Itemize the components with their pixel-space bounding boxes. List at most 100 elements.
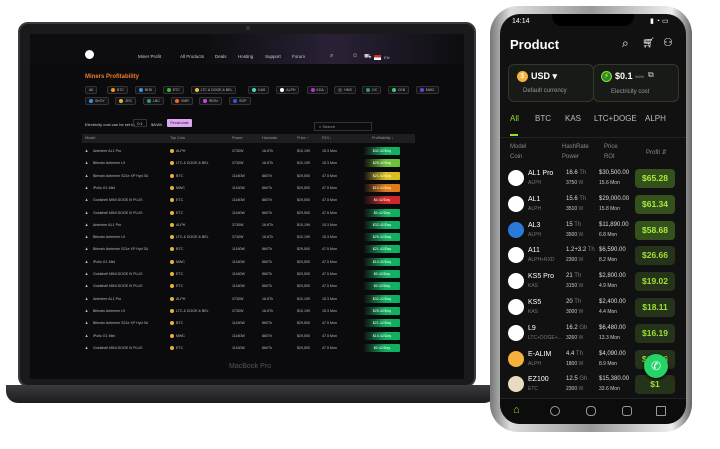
model-name[interactable]: Antminer AL1 Pro	[93, 222, 122, 227]
coin-filter-chip[interactable]: BTC	[106, 86, 128, 94]
table-row[interactable]: ♟ iPollo G1 Mini MWC 11160W 860Th $29,50…	[82, 182, 415, 194]
table-row[interactable]: ♟ Bitmain Antminer S21e XP Hyd 3U BTC 11…	[82, 317, 415, 329]
product-row[interactable]: AL1 Pro ALPH 16.6 Th 3750 W $30,500.00 1…	[500, 166, 686, 192]
edit-icon[interactable]: ⧉	[648, 70, 654, 79]
message-icon[interactable]	[622, 406, 632, 416]
coin-filter-chip[interactable]: CKB	[387, 86, 410, 94]
coin-filter-chip[interactable]: IRON	[198, 97, 222, 105]
user-icon[interactable]: ⚇	[663, 37, 673, 49]
model-name[interactable]: Bitmain Antminer S21e XP Hyd 3U	[93, 173, 149, 178]
column-header[interactable]: Model	[85, 136, 96, 140]
tab-kas[interactable]: KAS	[565, 114, 582, 123]
coin-filter-chip[interactable]: MWC	[415, 86, 439, 94]
col-profit-sort[interactable]: Profit ⇵	[646, 150, 667, 156]
user-icon[interactable]: ☺	[352, 53, 359, 59]
home-icon[interactable]: ⌂	[513, 404, 520, 416]
recalculate-button[interactable]: Recalculate	[167, 119, 192, 127]
product-row[interactable]: EZ100 ETC 12.5 Gh 2300 W $15,380.00 33.6…	[500, 372, 686, 398]
table-row[interactable]: ♟ Goldshell MINI DOGE III PLUS ETC 11160…	[82, 194, 415, 206]
nav-item[interactable]: Forum	[292, 54, 306, 59]
cart-icon[interactable]: 🛒︎	[642, 38, 655, 49]
nav-item[interactable]: Support	[265, 54, 281, 59]
coin-filter-chip[interactable]: KAS	[248, 86, 270, 94]
tab-alph[interactable]: ALPH	[645, 114, 666, 123]
model-name[interactable]: Goldshell MINI DOGE III PLUS	[93, 198, 143, 203]
cart-icon[interactable]: ⛟	[364, 54, 372, 60]
coin-filter-chip[interactable]: SOP	[229, 97, 251, 105]
model-name[interactable]: Antminer AL1 Pro	[93, 296, 122, 301]
bitcoin-icon[interactable]	[550, 406, 560, 416]
table-row[interactable]: ♟ Bitmain Antminer L9 LTC & DOGE & BEL 3…	[82, 231, 415, 243]
coin-filter-chip[interactable]: ETC	[162, 86, 184, 94]
column-header[interactable]: Profitability ↓	[372, 136, 394, 140]
model-name[interactable]: iPollo G1 Mini	[93, 259, 116, 264]
coin-filter-chip[interactable]: BHD	[134, 86, 157, 94]
coin-filter-chip[interactable]: SKOY	[85, 97, 109, 105]
search-icon[interactable]: ⌕	[330, 53, 334, 59]
calculator-icon[interactable]	[656, 406, 666, 416]
column-header[interactable]: ROI ↓	[322, 136, 332, 140]
product-row[interactable]: KS5 KAS 20 Th 3000 W $2,400.00 4.4 Mon $…	[500, 295, 686, 321]
model-name[interactable]: Goldshell MINI DOGE III PLUS	[93, 210, 143, 215]
coin-filter-chip[interactable]: XMR	[171, 97, 193, 105]
table-row[interactable]: ♟ Goldshell MINI DOGE III PLUS ETC 11160…	[82, 342, 415, 354]
table-row[interactable]: ♟ Bitmain Antminer L9 LTC & DOGE & BEL 3…	[82, 305, 415, 317]
whatsapp-button[interactable]: ✆	[644, 354, 668, 378]
column-header[interactable]: Power	[232, 136, 243, 140]
table-row[interactable]: ♟ Bitmain Antminer S21e XP Hyd 3U BTC 11…	[82, 243, 415, 255]
model-name[interactable]: Bitmain Antminer L9	[93, 235, 126, 240]
product-row[interactable]: AL1 ALPH 15.6 Th 3510 W $29,000.00 15.8 …	[500, 192, 686, 218]
chat-icon[interactable]	[586, 406, 596, 416]
table-row[interactable]: ♟ Bitmain Antminer S21e XP Hyd 3U BTC 11…	[82, 170, 415, 182]
product-row[interactable]: A11 ALPH+RXD 1.2+3.2 Th 2300 W $6,590.00…	[500, 243, 686, 269]
tab-btc[interactable]: BTC	[535, 114, 551, 123]
table-row[interactable]: ♟ iPollo G1 Mini MWC 11160W 860Th $29,50…	[82, 256, 415, 268]
search-input[interactable]: ⌕ Search	[314, 122, 372, 131]
model-name[interactable]: Goldshell MINI DOGE III PLUS	[93, 272, 143, 276]
search-icon[interactable]: ⌕	[622, 36, 629, 50]
column-header[interactable]: Hashrate	[262, 136, 278, 140]
model-name[interactable]: Bitmain Antminer S21e XP Hyd 3U	[93, 247, 149, 252]
product-row[interactable]: AL3 ALPH 15 Th 3500 W $11,890.00 6.8 Mon…	[500, 218, 686, 244]
currency-card[interactable]: $ USD ▾ Default currency	[508, 64, 594, 102]
table-row[interactable]: ♟ Goldshell MINI DOGE III PLUS ETC 11160…	[82, 207, 415, 219]
nav-item[interactable]: Miner Profit	[138, 54, 162, 59]
electricity-input[interactable]: 0.1	[133, 119, 147, 127]
hashrate: 860Th	[262, 185, 273, 190]
coin-filter-chip[interactable]: KDA	[306, 86, 328, 94]
model-name[interactable]: Bitmain Antminer L9	[93, 308, 126, 313]
model-name[interactable]: iPollo G1 Mini	[93, 185, 116, 190]
coin-filter-chip[interactable]: LBC	[143, 97, 164, 105]
language-select[interactable]: EN	[384, 55, 390, 60]
product-row[interactable]: L9 LTC+DOGE+... 16.2 Gh 3260 W $6,480.00…	[500, 321, 686, 347]
model-name[interactable]: Bitmain Antminer S21e XP Hyd 3U	[93, 321, 149, 326]
electricity-card[interactable]: ⚡︎ $0.1 /kWh ⧉ Electricity cost	[593, 64, 679, 102]
nav-item[interactable]: All Products	[180, 54, 205, 59]
table-row[interactable]: ♟ Bitmain Antminer L9 LTC & DOGE & BEL 3…	[82, 157, 415, 169]
model-name[interactable]: Goldshell MINI DOGE III PLUS	[93, 345, 143, 350]
nav-item[interactable]: Hosting	[238, 54, 254, 59]
nav-item[interactable]: Deals	[215, 54, 227, 59]
tab-all[interactable]: All	[510, 114, 519, 123]
coin-filter-chip[interactable]: All	[85, 86, 97, 94]
model-name[interactable]: iPollo G1 Mini	[93, 333, 116, 338]
table-row[interactable]: ♟ Goldshell MINI DOGE III PLUS ETC 11160…	[82, 280, 415, 292]
column-header[interactable]: Top Coin	[170, 136, 185, 140]
coin-filter-chip[interactable]: HNS	[334, 86, 356, 94]
model-name[interactable]: Bitmain Antminer L9	[93, 161, 126, 166]
tab-ltc-doge[interactable]: LTC+DOGE	[594, 114, 637, 123]
price: $2,400.00	[599, 299, 626, 305]
coin-filter-chip[interactable]: ALPH	[276, 86, 300, 94]
product-row[interactable]: KS5 Pro KAS 21 Th 3150 W $2,800.00 4.9 M…	[500, 269, 686, 295]
model-name[interactable]: Antminer AL1 Pro	[93, 149, 122, 153]
table-row[interactable]: ♟ Antminer AL1 Pro ALPH 3730W 16.6Th $10…	[82, 145, 415, 157]
table-row[interactable]: ♟ Goldshell MINI DOGE III PLUS ETC 11160…	[82, 268, 415, 280]
table-row[interactable]: ♟ Antminer AL1 Pro ALPH 3730W 16.6Th $10…	[82, 293, 415, 305]
table-row[interactable]: ♟ Antminer AL1 Pro ALPH 3730W 16.6Th $10…	[82, 219, 415, 231]
coin-filter-chip[interactable]: ZEC	[115, 97, 137, 105]
column-header[interactable]: Price ↑	[297, 136, 309, 140]
table-row[interactable]: ♟ iPollo G1 Mini MWC 11160W 860Th $29,50…	[82, 330, 415, 342]
model-name[interactable]: Goldshell MINI DOGE III PLUS	[93, 284, 143, 289]
coin-filter-chip[interactable]: DC	[362, 86, 382, 94]
coin-filter-chip[interactable]: LTC & DOGE & BEL	[190, 86, 237, 94]
